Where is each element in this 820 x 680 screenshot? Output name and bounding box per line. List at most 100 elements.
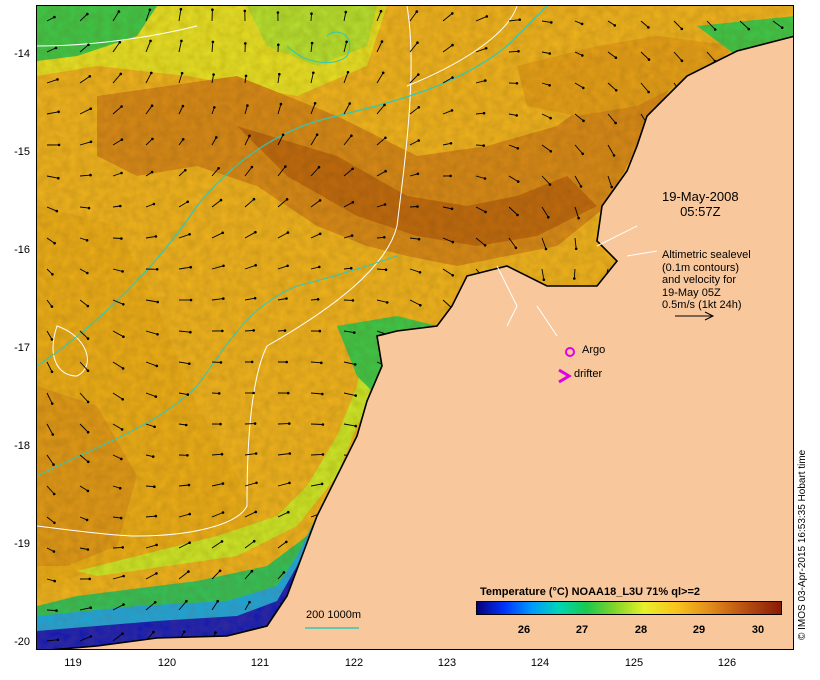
velocity-arrow: [343, 423, 356, 427]
velocity-arrow-head: [351, 201, 355, 204]
velocity-arrow: [541, 144, 552, 152]
velocity-arrow-head: [518, 18, 521, 21]
velocity-arrow: [475, 47, 487, 53]
velocity-arrow-head: [54, 46, 58, 50]
velocity-arrow: [79, 485, 89, 492]
velocity-arrow-head: [548, 52, 551, 55]
velocity-arrow-head: [483, 177, 487, 180]
velocity-arrow-head: [222, 264, 225, 268]
velocity-arrow: [607, 20, 616, 26]
colorbar-tick: 30: [751, 624, 765, 636]
velocity-arrow: [640, 51, 650, 60]
velocity-arrow: [442, 44, 453, 53]
velocity-arrow-head: [379, 9, 383, 13]
velocity-arrow: [508, 206, 518, 216]
velocity-arrow: [112, 299, 124, 305]
velocity-arrow-head: [482, 144, 486, 147]
altimetry-line: and velocity for: [662, 274, 736, 286]
velocity-arrow-head: [254, 264, 257, 267]
velocity-arrow: [112, 633, 123, 642]
velocity-arrow-head: [449, 142, 453, 145]
velocity-arrow: [46, 47, 57, 53]
velocity-arrow: [46, 578, 55, 582]
velocity-arrow-head: [188, 362, 191, 366]
velocity-arrow-head: [119, 72, 123, 76]
velocity-arrow-head: [122, 603, 125, 606]
velocity-arrow: [277, 482, 290, 487]
velocity-arrow: [343, 72, 349, 84]
velocity-arrow: [244, 329, 254, 332]
velocity-arrow: [277, 166, 286, 177]
velocity-arrow: [508, 144, 518, 149]
velocity-arrow: [46, 423, 54, 435]
velocity-arrow: [574, 206, 580, 219]
velocity-arrow: [541, 206, 549, 218]
velocity-arrow-head: [350, 234, 354, 237]
velocity-arrow: [376, 137, 386, 146]
velocity-arrow: [211, 232, 223, 239]
credit-text: © IMOS 03-Apr-2015 16:53:35 Hobart time: [797, 449, 808, 640]
velocity-arrow-head: [89, 635, 93, 638]
velocity-arrow-head: [184, 168, 187, 172]
sst-map: [37, 6, 793, 649]
map-frame[interactable]: [36, 5, 794, 650]
velocity-arrow: [79, 174, 91, 177]
velocity-arrow: [607, 175, 613, 188]
velocity-arrow-head: [282, 571, 286, 574]
velocity-arrow-head: [283, 329, 287, 332]
velocity-arrow-head: [86, 548, 90, 551]
velocity-arrow-head: [57, 143, 61, 147]
velocity-arrow-head: [253, 422, 257, 425]
sealevel-contour: [37, 25, 198, 47]
velocity-arrow: [442, 13, 453, 22]
velocity-arrow-head: [219, 198, 223, 202]
velocity-arrow-head: [179, 7, 183, 11]
altimetry-line: Altimetric sealevel: [662, 249, 751, 261]
velocity-arrow-head: [278, 72, 281, 76]
velocity-arrow-head: [252, 197, 256, 201]
velocity-arrow: [178, 392, 188, 396]
velocity-arrow: [79, 268, 88, 274]
velocity-arrow: [574, 144, 584, 155]
velocity-arrow: [640, 82, 649, 93]
velocity-arrow-head: [86, 400, 90, 404]
velocity-arrow-head: [55, 209, 59, 213]
velocity-arrow: [409, 173, 419, 177]
velocity-arrow: [541, 113, 551, 119]
velocity-arrow-head: [122, 303, 125, 306]
velocity-arrow-head: [87, 206, 91, 210]
velocity-arrow-head: [87, 43, 90, 47]
velocity-arrow-head: [254, 452, 258, 455]
velocity-arrow-head: [253, 296, 257, 300]
velocity-arrow: [475, 15, 487, 22]
velocity-arrow-head: [286, 264, 289, 268]
velocity-arrow: [178, 169, 186, 177]
velocity-arrow-head: [186, 454, 189, 457]
velocity-arrow: [343, 12, 347, 22]
velocity-arrow-head: [219, 361, 223, 364]
velocity-arrow: [574, 237, 577, 249]
velocity-arrow-head: [285, 198, 289, 201]
velocity-arrow-head: [614, 121, 617, 125]
velocity-arrow-head: [350, 134, 353, 137]
velocity-arrow: [310, 166, 320, 177]
velocity-arrow-head: [186, 393, 190, 396]
lon-tick: 124: [530, 657, 550, 669]
velocity-arrow-head: [151, 137, 154, 141]
velocity-arrow: [46, 361, 53, 373]
velocity-arrow: [244, 198, 255, 208]
velocity-arrow-head: [121, 398, 124, 401]
velocity-arrow-head: [248, 600, 251, 604]
velocity-arrow: [145, 9, 151, 22]
velocity-arrow-head: [276, 11, 280, 14]
velocity-arrow-head: [156, 300, 159, 304]
velocity-arrow: [46, 392, 53, 404]
velocity-arrow-head: [255, 481, 258, 485]
velocity-arrow-head: [316, 298, 320, 301]
lat-tick: -14: [14, 48, 30, 60]
velocity-arrow: [79, 13, 88, 22]
velocity-arrow-head: [120, 428, 124, 431]
velocity-arrow: [376, 170, 386, 177]
velocity-arrow: [244, 511, 256, 518]
velocity-arrow: [310, 233, 321, 239]
